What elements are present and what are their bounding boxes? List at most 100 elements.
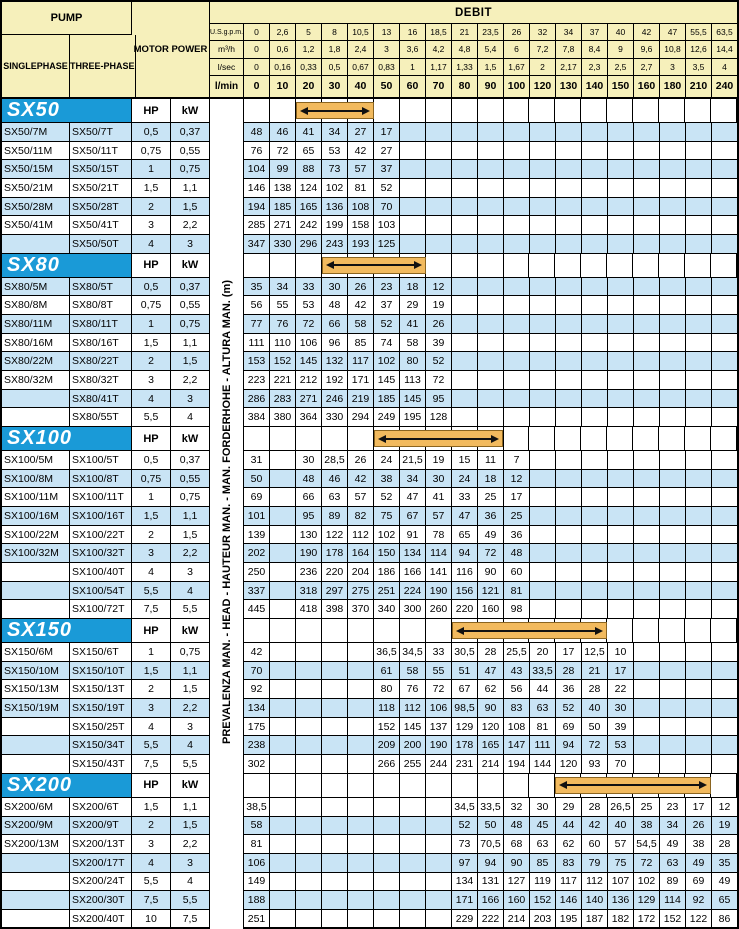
singlephase-model: [2, 389, 70, 409]
threephase-model: SX150/34T: [70, 736, 132, 756]
flow-unit-label: l/sec: [210, 58, 244, 76]
pump-row: SX80/8M SX80/8T 0,75 0,55 56 55 53 48 42 37 29 19: [2, 296, 737, 316]
grid-cell: [269, 619, 296, 644]
head-value-cell: 119: [530, 872, 556, 892]
pump-row: SX50/41M SX50/41T 3 2,2 285 271 242 199 158 103: [2, 216, 737, 236]
flow-value-cell: 140: [582, 75, 608, 97]
head-value-cell: 190: [296, 544, 322, 564]
flow-value-cell: 0,6: [270, 41, 296, 59]
head-value-cell: 72: [270, 141, 296, 161]
section-title: SX150: [2, 619, 132, 644]
kw-value: 4: [171, 872, 210, 892]
head-value-cell: 380: [270, 408, 296, 428]
head-value-cell: [608, 352, 634, 372]
head-value-cell: 236: [296, 563, 322, 582]
flow-value-cell: 130: [556, 75, 582, 97]
head-value-cell: [608, 277, 634, 297]
head-value-cell: [478, 123, 504, 142]
head-value-cell: [634, 216, 660, 236]
head-value-cell: [530, 389, 556, 409]
head-value-cell: 38,5: [244, 797, 270, 817]
head-value-cell: 95: [296, 507, 322, 526]
head-value-cell: [686, 736, 712, 756]
head-value-cell: [686, 235, 712, 254]
strip-spacer: [210, 296, 244, 316]
head-value-cell: 195: [400, 408, 426, 428]
kw-value: 3: [171, 235, 210, 254]
kw-value: 2,2: [171, 544, 210, 564]
flow-value-cell: 34: [556, 24, 582, 42]
flow-value-cell: 0: [244, 58, 270, 76]
head-value-cell: 110: [270, 333, 296, 353]
flow-value-cell: 1,33: [452, 58, 478, 76]
grid-cell: [477, 773, 504, 798]
head-value-cell: [712, 142, 737, 161]
head-value-cell: [270, 755, 296, 774]
singlephase-model: [2, 736, 70, 756]
head-value-cell: [634, 371, 660, 390]
flow-row-USgpm: U.S.g.p.m. 0 2,6 5 8 10,5 13 16 18,5 21 23,5 26 32 34…: [210, 24, 737, 42]
head-value-cell: [712, 334, 737, 353]
grid-cell: [321, 427, 348, 452]
pump-row: SX100/16M SX100/16T 1,5 1,1 101 95 89 82 75 67 57 4…: [2, 507, 737, 526]
head-value-cell: 88: [296, 160, 322, 180]
head-value-cell: 193: [348, 235, 374, 254]
head-value-cell: [348, 755, 374, 774]
head-value-cell: 398: [322, 600, 348, 620]
pump-row: SX150/13M SX150/13T 2 1,5 92 80 76 72 67 62 56 44 36…: [2, 680, 737, 700]
grid-cell: [633, 253, 660, 278]
head-value-cell: 102: [634, 872, 660, 892]
head-value-cell: [452, 315, 478, 334]
flow-value-cell: 90: [478, 75, 504, 97]
head-value-cell: 26: [348, 277, 374, 297]
hp-value: 3: [132, 699, 171, 718]
strip-spacer: [210, 853, 244, 873]
head-value-cell: [608, 525, 634, 545]
head-value-cell: 243: [322, 235, 348, 254]
head-value-cell: 266: [374, 755, 400, 774]
head-value-cell: 34: [270, 277, 296, 297]
grid-cell: [503, 427, 530, 452]
head-value-cell: [660, 699, 686, 718]
head-value-cell: 27: [374, 141, 400, 161]
hp-value: 4: [132, 717, 171, 737]
flow-value-cell: 63,5: [712, 24, 737, 42]
grid-cell: [269, 253, 296, 278]
strip-spacer: [210, 253, 244, 278]
head-value-cell: [556, 277, 582, 297]
pump-row: SX150/34T 5,5 4 238 209 200 190 178 165 147 111 94 7…: [2, 736, 737, 756]
threephase-model: SX200/6T: [70, 797, 132, 817]
strip-spacer: [210, 315, 244, 334]
grid-cell: [425, 773, 452, 798]
strip-spacer: [210, 563, 244, 582]
head-value-cell: [712, 390, 737, 409]
strip-spacer: [210, 717, 244, 737]
pump-row: SX80/5M SX80/5T 0,5 0,37 35 34 33 30 26 23 18 12: [2, 277, 737, 297]
arrow-row-data-area: [244, 773, 738, 798]
head-value-cell: [660, 197, 686, 217]
singlephase-model: [2, 717, 70, 737]
head-value-cell: 34,5: [452, 797, 478, 817]
head-value-cell: 46: [322, 469, 348, 489]
singlephase-model: [2, 563, 70, 582]
pump-row: SX80/11M SX80/11T 1 0,75 77 76 72 66 58 52 41 26: [2, 315, 737, 334]
head-value-cell: [452, 296, 478, 316]
head-value-cell: 190: [426, 581, 452, 601]
threephase-model: SX50/7T: [70, 123, 132, 142]
head-value-cell: 294: [348, 408, 374, 428]
head-value-cell: [322, 680, 348, 700]
pump-row: SX200/17T 4 3 106 97 94 90 85 83 79 75 72 63 49 35: [2, 853, 737, 873]
head-value-cell: [478, 141, 504, 161]
head-value-cell: [348, 661, 374, 681]
grid-cell: [295, 773, 322, 798]
flow-value-cell: 0: [244, 75, 270, 97]
head-value-cell: 33,5: [478, 797, 504, 817]
grid-cell: [633, 619, 660, 644]
head-value-cell: 204: [348, 563, 374, 582]
pump-row: SX50/21M SX50/21T 1,5 1,1 146 138 124 102 81 52: [2, 179, 737, 198]
flow-value-cell: 160: [634, 75, 660, 97]
head-value-cell: [712, 123, 737, 142]
head-value-cell: 107: [608, 872, 634, 892]
head-value-cell: 89: [322, 507, 348, 526]
head-value-cell: 42: [348, 141, 374, 161]
